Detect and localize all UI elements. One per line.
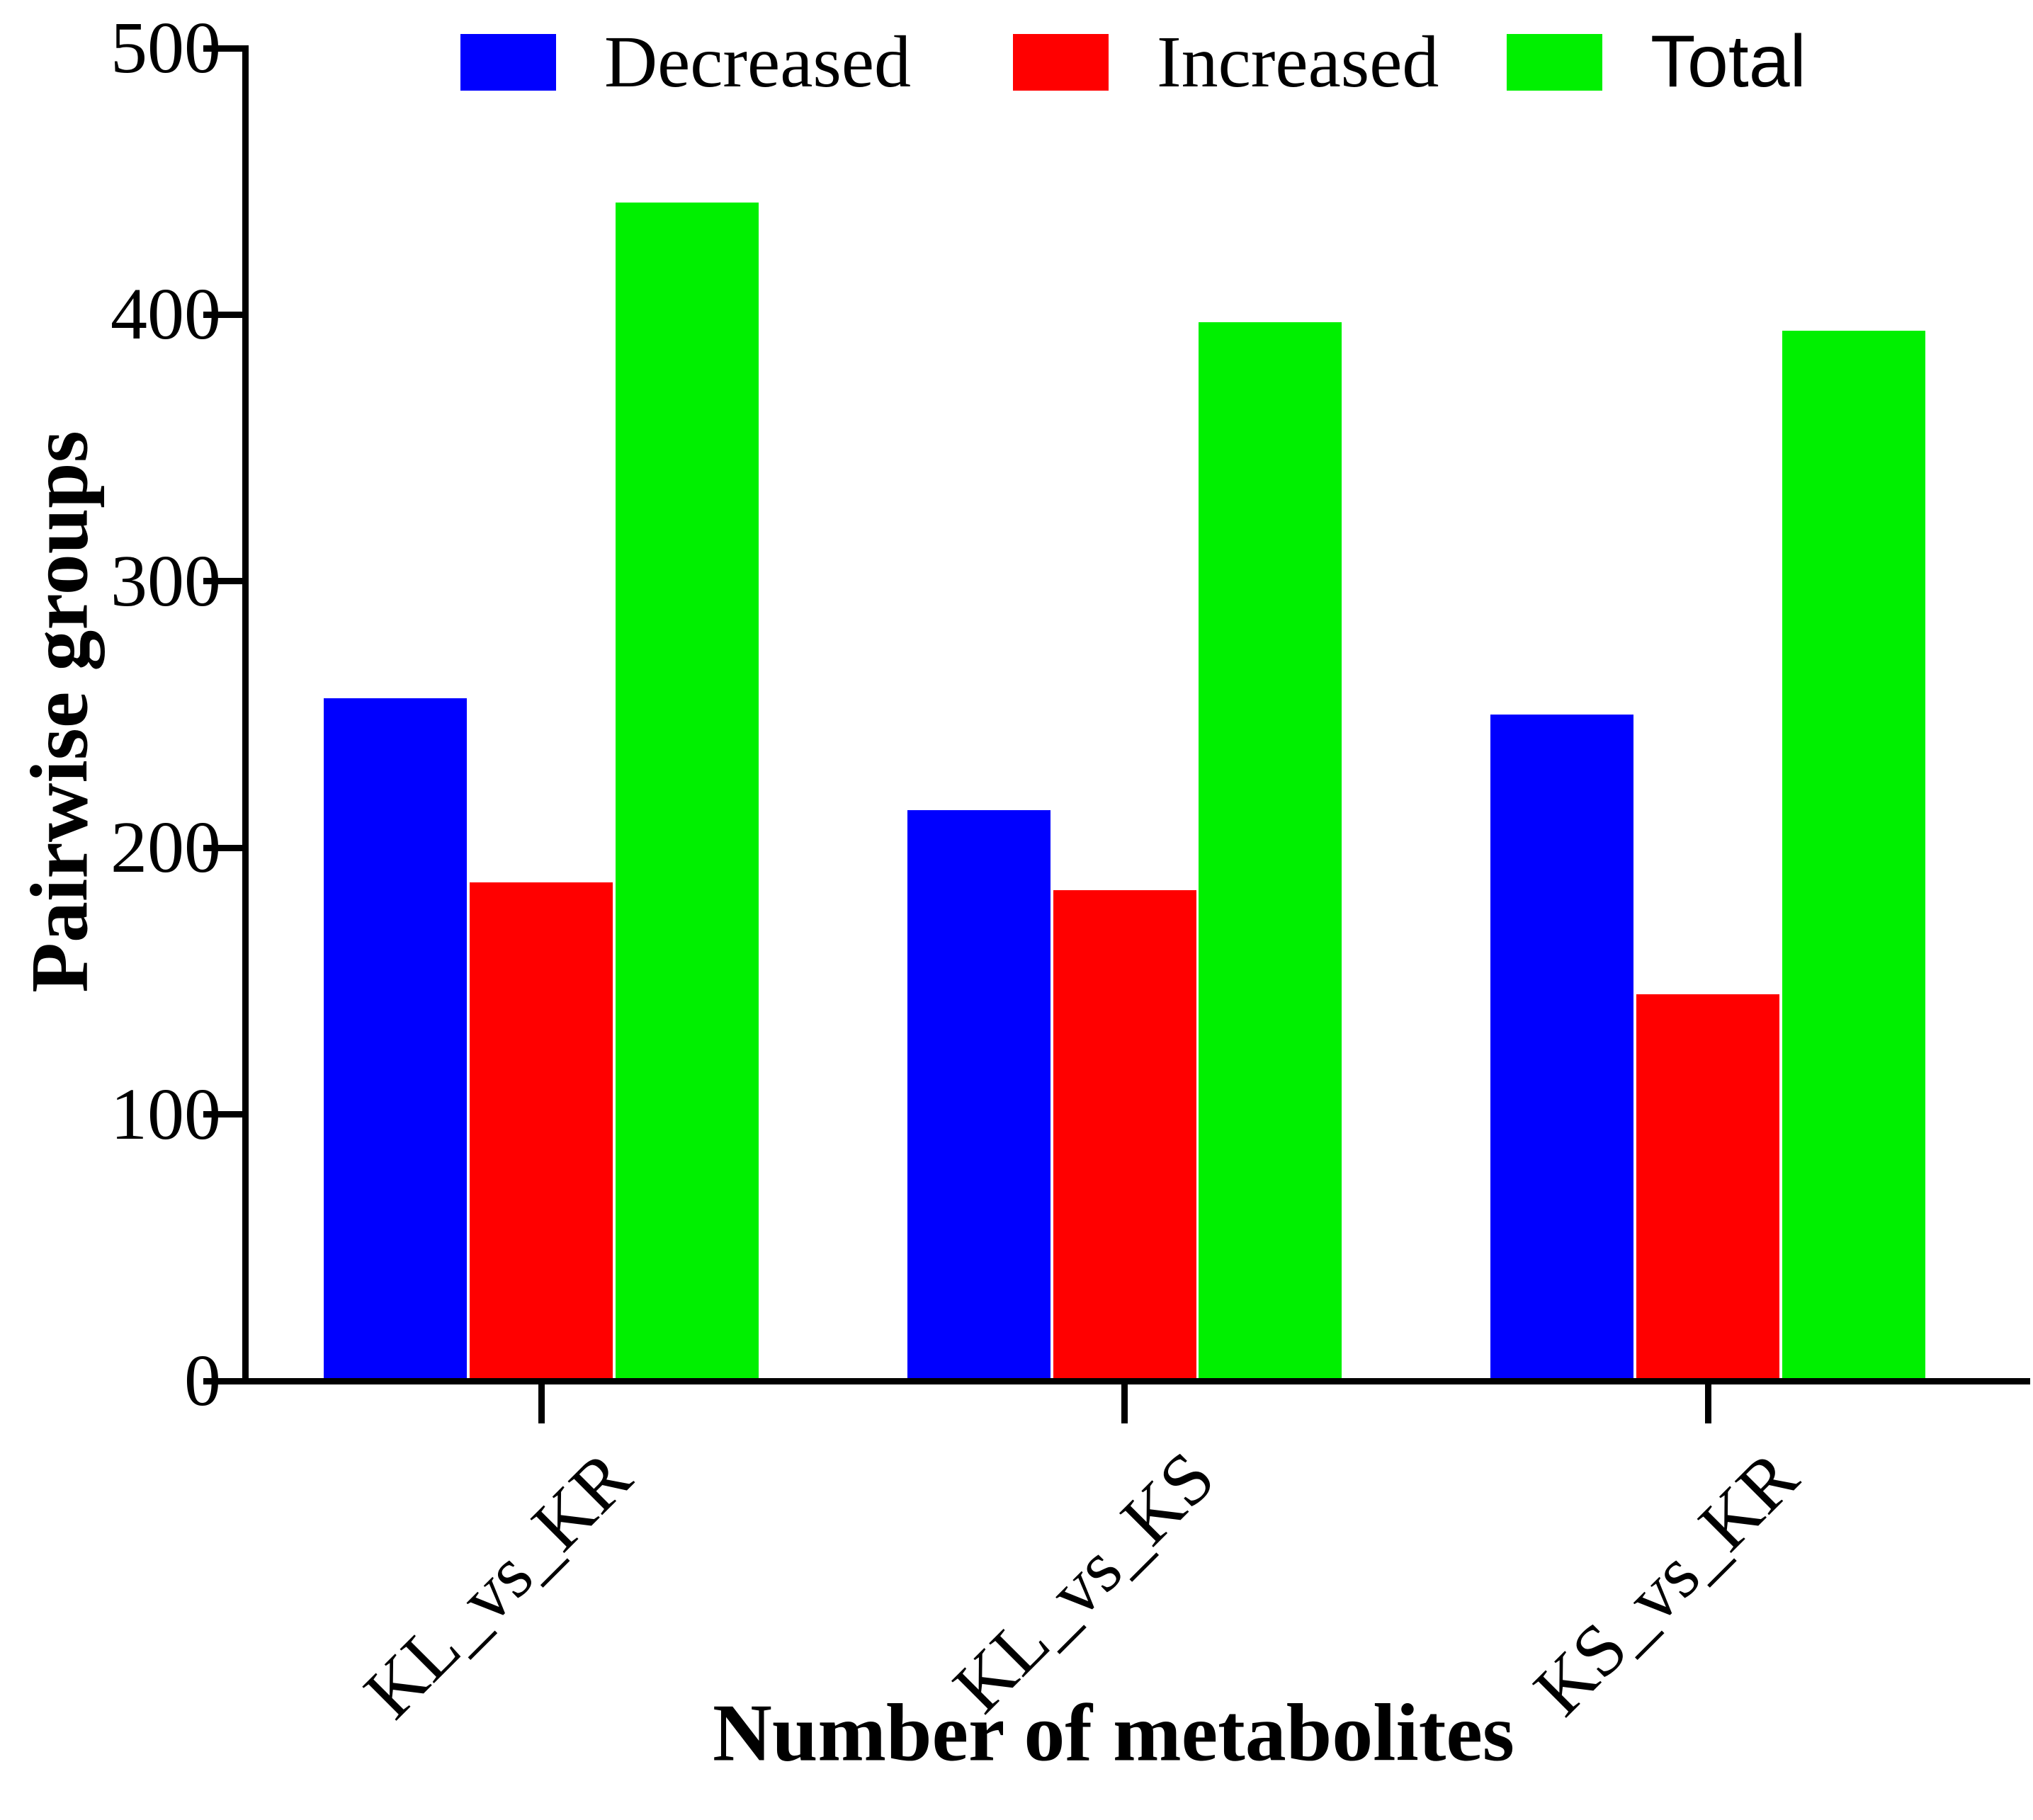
y-axis-line: [242, 45, 249, 1384]
y-axis-title: Pairwise groups: [14, 431, 106, 993]
legend-item-total: Total: [1507, 25, 1806, 99]
bar-increased-ks_vs_kr: [1636, 994, 1779, 1378]
legend-swatch-decreased: [460, 33, 556, 91]
y-tick: [203, 844, 242, 851]
bar-increased-kl_vs_kr: [470, 882, 613, 1378]
legend-label-increased: Increased: [1157, 21, 1439, 103]
chart-legend: Decreased Increased Total: [0, 0, 2033, 142]
bar-total-kl_vs_ks: [1199, 322, 1342, 1378]
bar-total-ks_vs_kr: [1782, 331, 1925, 1378]
y-tick: [203, 45, 242, 52]
y-tick-label: 500: [111, 7, 221, 89]
bar-decreased-kl_vs_ks: [907, 810, 1051, 1378]
x-category-label: KL_vs_KR: [349, 1435, 647, 1734]
y-tick: [203, 1111, 242, 1118]
bar-increased-kl_vs_ks: [1053, 890, 1196, 1378]
y-tick: [203, 311, 242, 318]
x-tick: [1121, 1381, 1128, 1423]
x-axis-line: [242, 1378, 2030, 1384]
y-tick: [203, 1377, 242, 1384]
y-tick-label: 400: [111, 273, 221, 356]
x-category-label: KL_vs_KS: [938, 1435, 1230, 1729]
legend-swatch-increased: [1013, 33, 1109, 91]
y-tick-label: 100: [111, 1073, 221, 1155]
bar-total-kl_vs_kr: [615, 203, 759, 1378]
legend-item-increased: Increased: [1013, 25, 1439, 99]
legend-item-decreased: Decreased: [460, 25, 911, 99]
x-tick: [1704, 1381, 1711, 1423]
legend-label-total: Total: [1650, 21, 1806, 103]
x-category-label: KS_vs_KR: [1518, 1435, 1814, 1731]
x-axis-title: Number of metabolites: [713, 1688, 1514, 1779]
y-tick: [203, 578, 242, 585]
y-tick-label: 200: [111, 807, 221, 889]
y-tick-label: 300: [111, 540, 221, 622]
y-tick-label: 0: [184, 1340, 221, 1421]
bar-decreased-kl_vs_kr: [324, 698, 468, 1378]
bar-decreased-ks_vs_kr: [1490, 715, 1634, 1378]
x-tick: [538, 1381, 545, 1423]
legend-label-decreased: Decreased: [604, 21, 912, 103]
legend-swatch-total: [1507, 33, 1602, 91]
